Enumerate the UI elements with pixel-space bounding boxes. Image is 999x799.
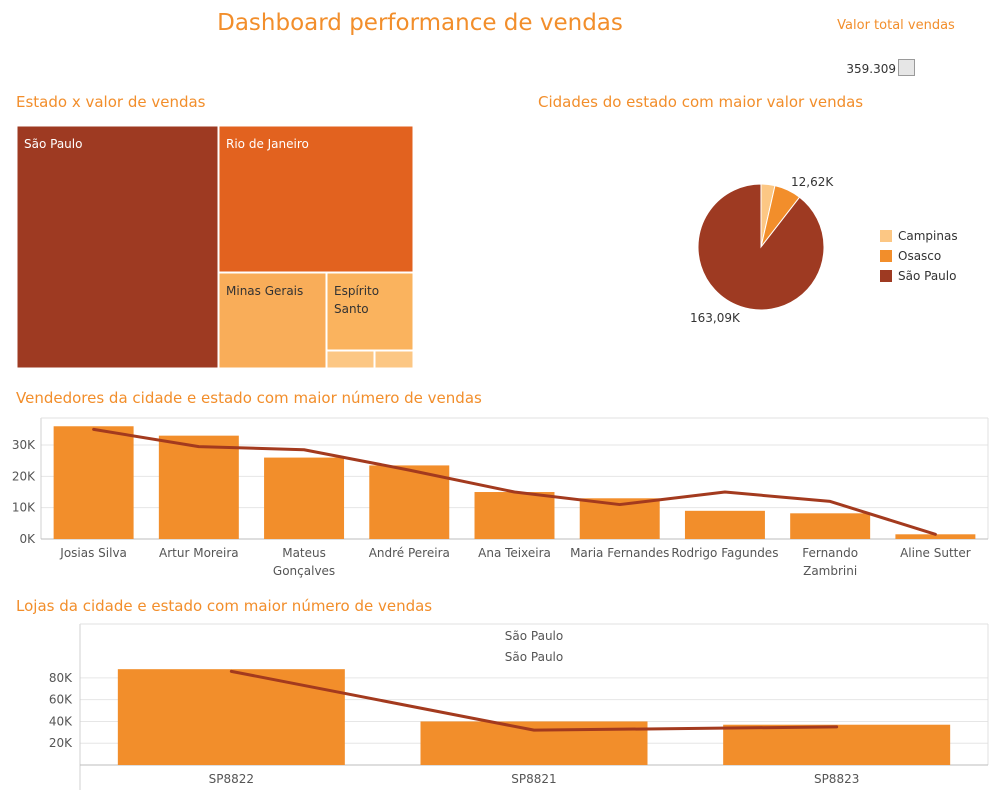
pie-title: Cidades do estado com maior valor vendas — [538, 93, 864, 111]
bar — [117, 669, 345, 765]
y-tick-label: 80K — [49, 671, 73, 685]
y-tick-label: 20K — [49, 736, 73, 750]
y-tick-label: 60K — [49, 693, 73, 707]
bar — [723, 724, 951, 765]
y-tick-label: 0K — [19, 532, 36, 546]
y-tick-label: 40K — [49, 714, 73, 728]
legend-label: Campinas — [898, 229, 958, 243]
treemap-tile — [218, 272, 327, 368]
bar — [53, 426, 134, 539]
y-tick-label: 10K — [12, 501, 36, 515]
pie-chart: 12,62K 163,09K — [690, 175, 834, 325]
x-tick-label: Gonçalves — [273, 564, 335, 578]
treemap-label: São Paulo — [24, 137, 82, 151]
x-tick-label: Maria Fernandes — [570, 546, 669, 560]
kpi-title: Valor total vendas — [837, 18, 955, 33]
treemap-tile — [326, 272, 413, 351]
header-state: São Paulo — [505, 629, 563, 643]
x-tick-label: Zambrini — [803, 564, 857, 578]
trend-line — [229, 669, 839, 732]
bar — [474, 492, 555, 539]
x-tick-label: Rodrigo Fagundes — [671, 546, 778, 560]
treemap-chart: São Paulo Rio de Janeiro Minas Gerais Espír… — [17, 126, 413, 368]
treemap-label: Minas Gerais — [226, 284, 303, 298]
bar — [369, 465, 450, 539]
pie-label-osasco: 12,62K — [791, 175, 834, 189]
treemap-title: Estado x valor de vendas — [16, 93, 206, 111]
bar — [684, 510, 765, 539]
treemap-tile — [17, 126, 219, 368]
legend-swatch — [880, 230, 892, 242]
treemap-label: Rio de Janeiro — [226, 137, 309, 151]
treemap-tile — [218, 126, 413, 273]
header-city: São Paulo — [505, 650, 563, 664]
pie-slice — [697, 183, 825, 311]
y-tick-label: 30K — [12, 438, 36, 452]
sellers-bar-chart: 0K 10K 20K 30K Josias Silva Artur Moreira Mate… — [12, 417, 989, 578]
treemap-label: Santo — [334, 302, 369, 316]
legend-label: Osasco — [898, 249, 942, 263]
treemap-tile — [326, 350, 375, 368]
treemap-tile — [374, 350, 413, 368]
x-tick-label: Mateus — [282, 546, 326, 560]
x-tick-label: Aline Sutter — [900, 546, 971, 560]
treemap-label: Espírito — [334, 284, 379, 298]
x-tick-label: SP8822 — [209, 772, 254, 786]
legend-swatch — [880, 270, 892, 282]
x-tick-label: Artur Moreira — [159, 546, 239, 560]
kpi-checkbox[interactable] — [898, 59, 915, 76]
pie-label-sao-paulo: 163,09K — [690, 311, 741, 325]
x-tick-label: Fernando — [802, 546, 858, 560]
kpi-value: 359.309 — [846, 62, 896, 76]
stores-chart-title: Lojas da cidade e estado com maior númer… — [16, 597, 433, 615]
x-tick-label: André Pereira — [369, 546, 450, 560]
x-tick-label: SP8823 — [814, 772, 859, 786]
y-tick-label: 20K — [12, 469, 36, 483]
stores-bar-chart: 20K 40K 60K 80K SP8822 SP8821 SP8823 São Paulo S… — [49, 623, 989, 790]
legend-label: São Paulo — [898, 269, 957, 283]
bar — [895, 534, 976, 539]
trend-line — [92, 427, 937, 536]
bar — [790, 513, 871, 539]
bar — [158, 435, 239, 539]
x-tick-label: SP8821 — [511, 772, 556, 786]
sellers-chart-title: Vendedores da cidade e estado com maior … — [16, 389, 482, 407]
legend-swatch — [880, 250, 892, 262]
x-tick-label: Ana Teixeira — [478, 546, 551, 560]
bar — [264, 457, 345, 539]
dashboard-title: Dashboard performance de vendas — [217, 10, 623, 36]
x-tick-label: Josias Silva — [59, 546, 127, 560]
